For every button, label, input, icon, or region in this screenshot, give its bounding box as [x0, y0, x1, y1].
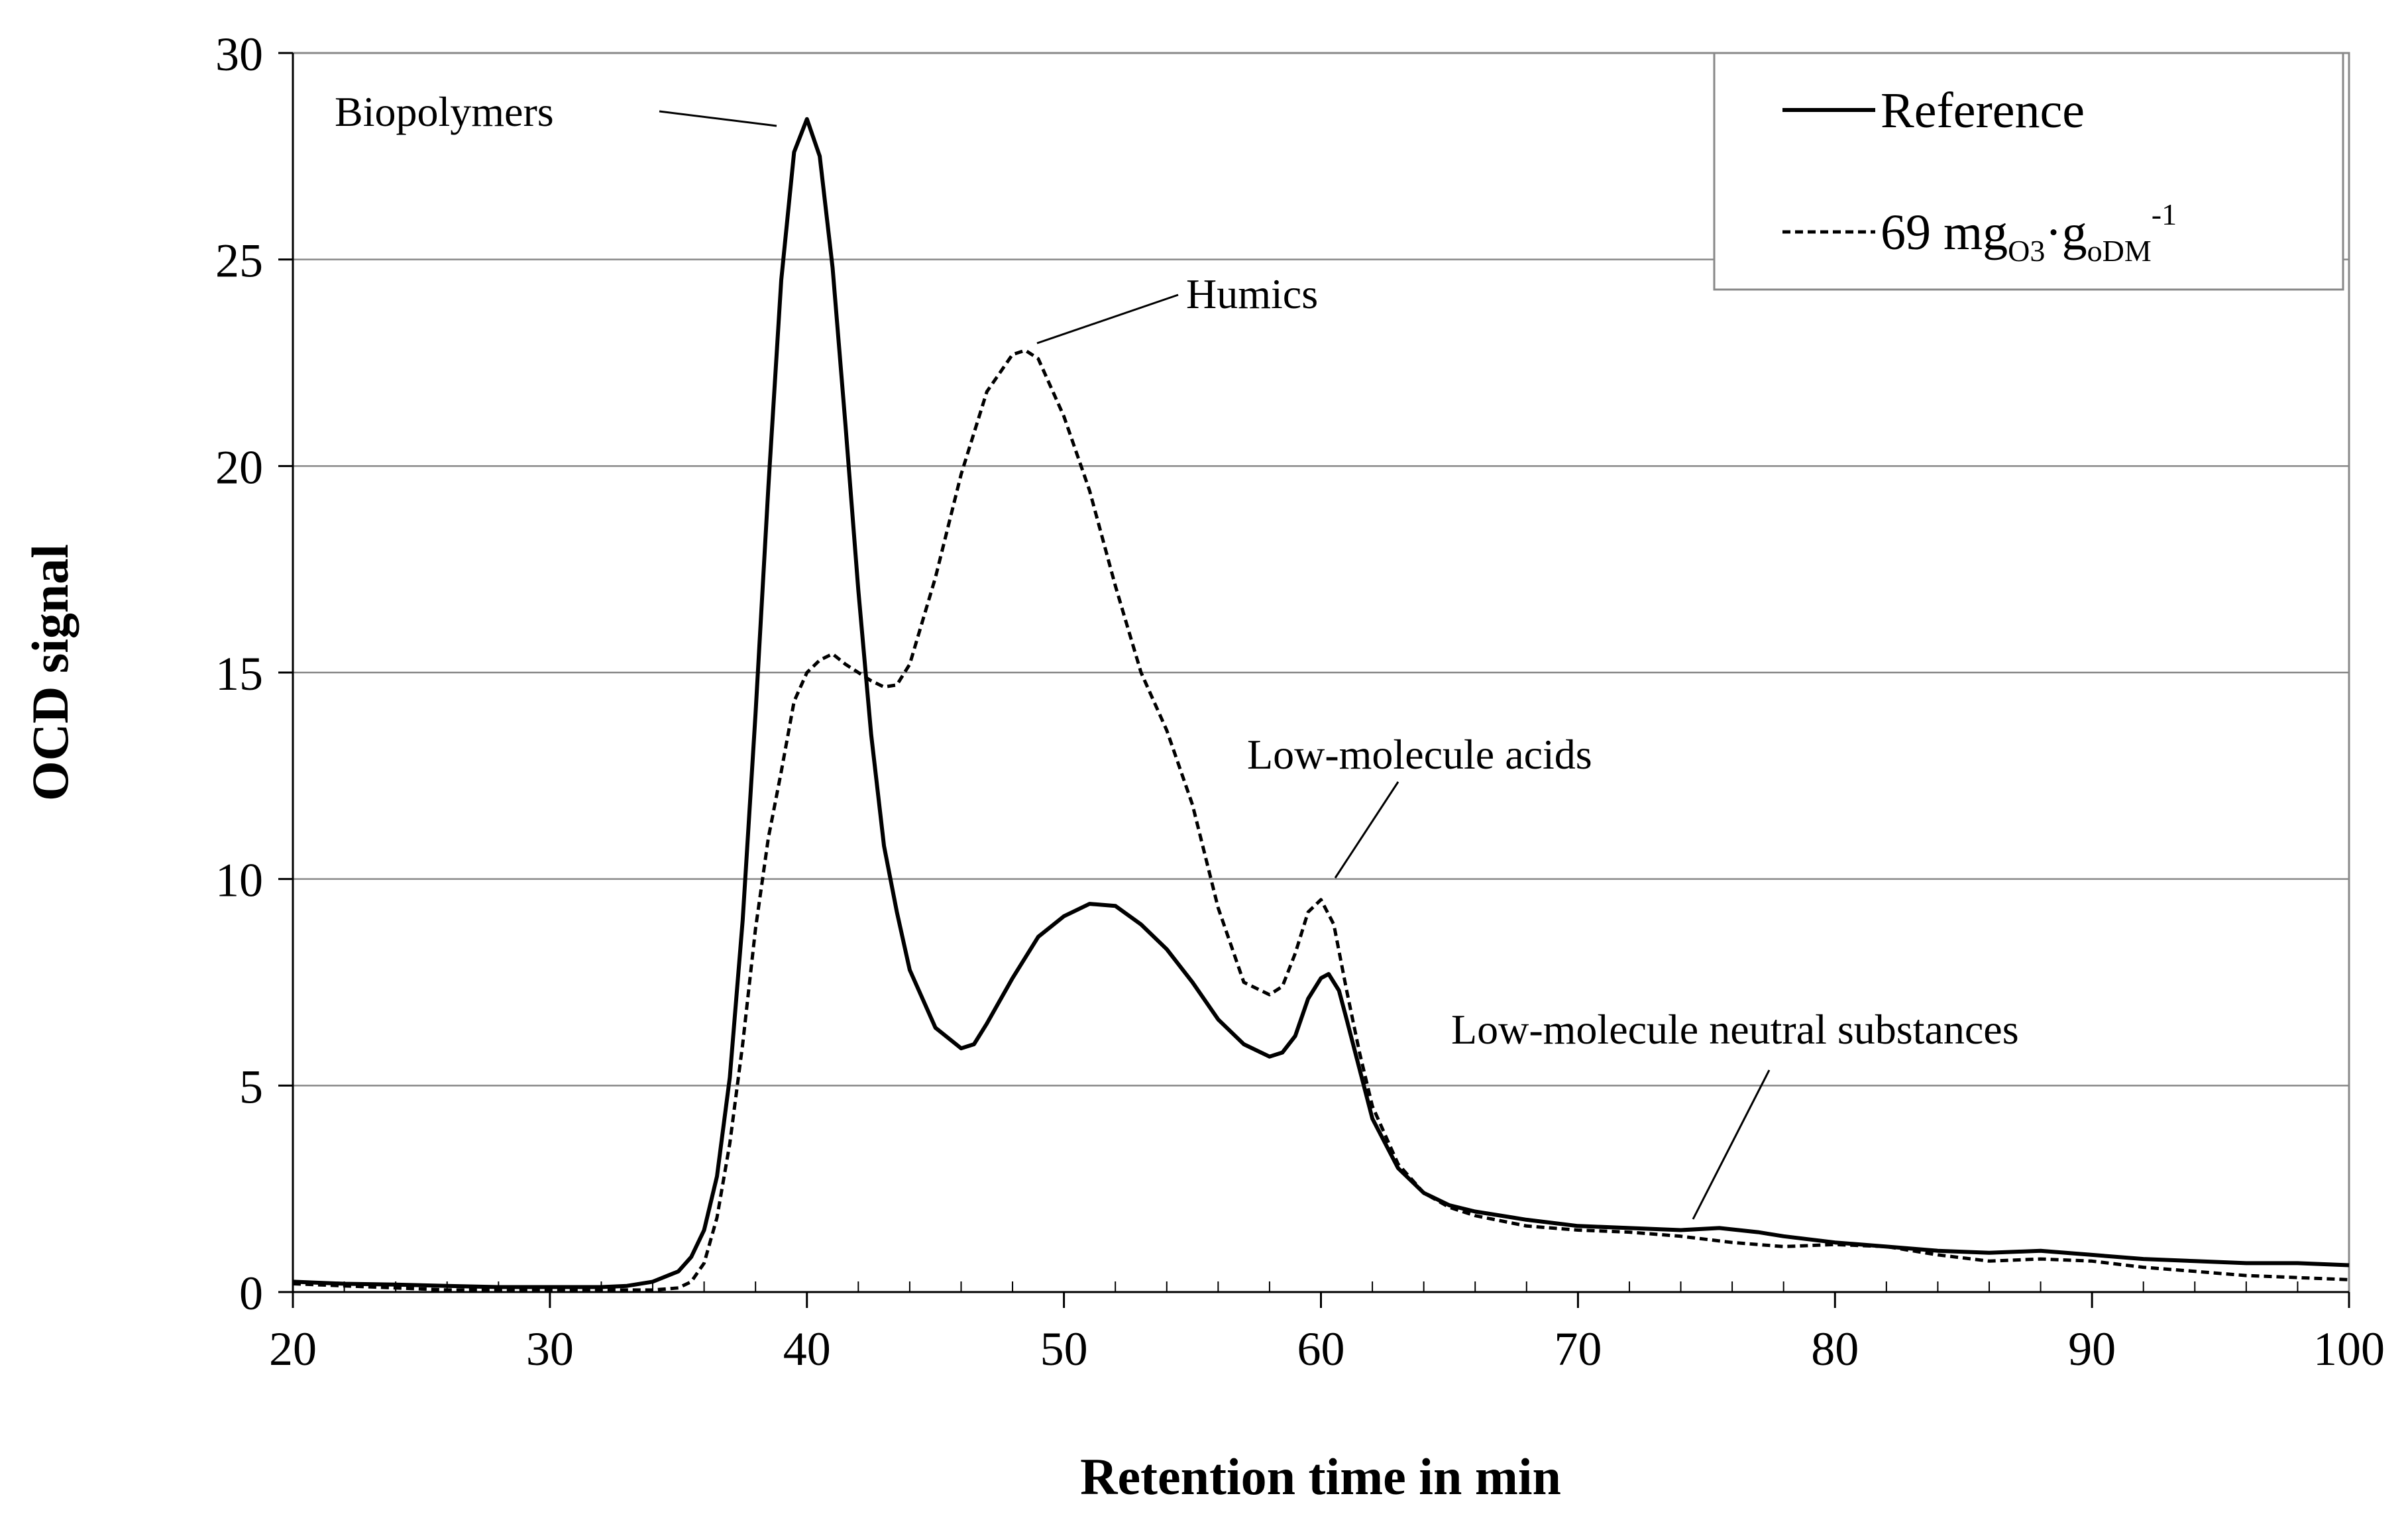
legend: Reference 69 mgO3·goDM-1: [1713, 52, 2344, 291]
x-tick-label: 90: [2068, 1323, 2116, 1376]
x-tick-label: 60: [1297, 1323, 1345, 1376]
x-tick-label: 40: [783, 1323, 831, 1376]
annotation-biopolymers: Biopolymers: [335, 88, 554, 135]
series-line-reference: [292, 117, 2350, 1289]
legend-ozonated-sup: -1: [2152, 197, 2177, 231]
y-tick-label: 20: [215, 441, 263, 494]
x-tick-label: 100: [2313, 1323, 2385, 1376]
y-tick-label: 25: [215, 235, 263, 288]
x-axis-title: Retention time in min: [1080, 1448, 1561, 1505]
annotation-low-molecule-neutral: Low-molecule neutral substances: [1451, 1006, 2019, 1053]
legend-ozonated-sub1: O3: [2008, 234, 2045, 268]
legend-ozonated-dot: ·g: [2045, 205, 2087, 260]
series-layer: [292, 117, 2350, 1292]
legend-box: [1713, 52, 2344, 291]
legend-ozonated-main: 69 mg: [1881, 205, 2008, 260]
y-tick-label: 10: [215, 854, 263, 907]
axes: 0 5 10 15 20 25 30 20 30 40 50 60 70 80 90 100: [215, 28, 2385, 1376]
series-line-ozonated: [292, 349, 2350, 1292]
x-tick-label: 80: [1811, 1323, 1859, 1376]
annotations: Biopolymers Humics Low-molecule acids Low-m…: [335, 88, 2019, 1220]
x-tick-label: 50: [1040, 1323, 1088, 1376]
legend-ozonated-sub2: oDM: [2087, 234, 2152, 268]
annotation-leader-low-molecule-acids: [1334, 781, 1399, 879]
x-tick-label: 30: [526, 1323, 574, 1376]
legend-ozonated-label: 69 mgO3·goDM-1: [1881, 197, 2177, 268]
y-tick-label: 15: [215, 647, 263, 700]
y-axis-title: OCD signal: [21, 544, 79, 801]
annotation-leader-humics: [1036, 294, 1179, 345]
y-tick-label: 0: [239, 1267, 263, 1320]
y-tick-label: 30: [215, 28, 263, 81]
annotation-leader-low-molecule-neutral: [1692, 1069, 1771, 1220]
annotation-leader-biopolymers: [659, 110, 777, 127]
legend-reference-label: Reference: [1881, 83, 2085, 138]
annotation-humics: Humics: [1186, 270, 1318, 317]
x-tick-label: 70: [1554, 1323, 1602, 1376]
y-tick-label: 5: [239, 1060, 263, 1113]
annotation-low-molecule-acids: Low-molecule acids: [1247, 731, 1592, 778]
x-tick-label: 20: [269, 1323, 317, 1376]
